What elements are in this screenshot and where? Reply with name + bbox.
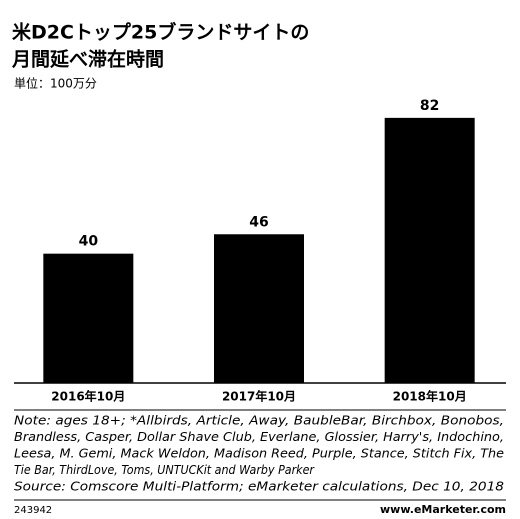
note: Leesa, M. Gemi, Mack Weldon, Madison Ree… bbox=[14, 447, 504, 461]
chart-title: 月間延べ滞在時間 bbox=[11, 48, 164, 71]
site: www.eMarketer.com bbox=[380, 503, 506, 516]
chart-subtitle: 単位：100万分 bbox=[14, 76, 97, 91]
x-tick-label: 2018年10月 bbox=[393, 389, 467, 404]
bar bbox=[43, 253, 134, 383]
bar bbox=[214, 234, 304, 383]
value-label: 40 bbox=[79, 234, 99, 250]
chart-id: 243942 bbox=[14, 505, 52, 516]
note: Note: ages 18+; *Allbirds, Article, Away… bbox=[14, 414, 504, 428]
note: Source: Comscore Multi-Platform; eMarket… bbox=[14, 480, 504, 494]
note: Tie Bar, ThirdLove, Toms, UNTUCKit and W… bbox=[14, 463, 315, 477]
x-tick-label: 2016年10月 bbox=[51, 389, 125, 404]
chart-title: 米D2Cトップ25ブランドサイトの bbox=[12, 21, 309, 44]
value-label: 82 bbox=[420, 98, 439, 114]
note: Brandless, Casper, Dollar Shave Club, Ev… bbox=[14, 430, 504, 444]
value-label: 46 bbox=[249, 214, 268, 230]
bar bbox=[384, 117, 475, 383]
x-tick-label: 2017年10月 bbox=[222, 389, 296, 404]
